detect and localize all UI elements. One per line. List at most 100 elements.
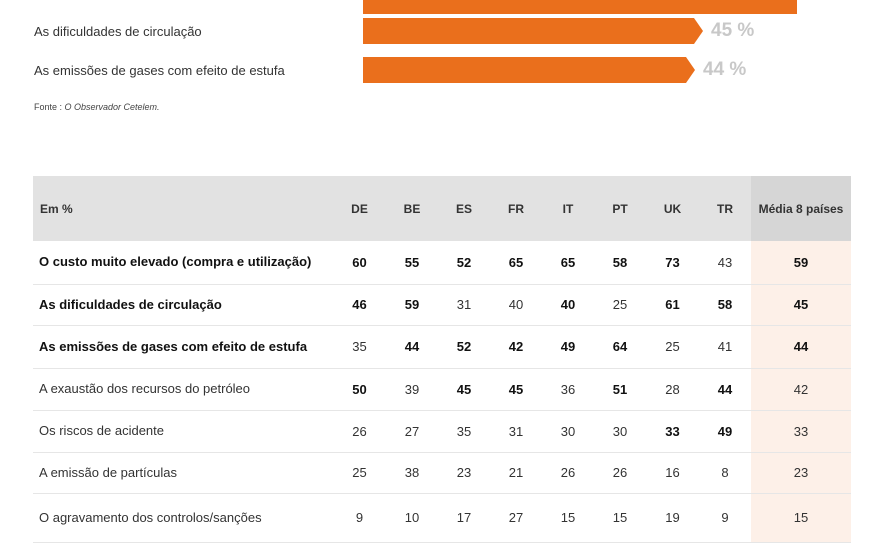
table-cell: 10	[386, 493, 438, 543]
column-header: DE	[333, 176, 386, 241]
data-table: Em % DE BE ES FR IT PT UK TR Média 8 países O cus…	[33, 176, 851, 543]
table-cell: 60	[333, 241, 386, 285]
table-cell: 51	[594, 368, 646, 411]
bar-label: As emissões de gases com efeito de estuf…	[34, 63, 285, 78]
table-cell: 33	[646, 410, 699, 453]
column-header: FR	[490, 176, 542, 241]
table-cell: 59	[386, 284, 438, 326]
table-row: As emissões de gases com efeito de estuf…	[33, 325, 851, 369]
table-cell: 45	[438, 368, 490, 411]
column-header: ES	[438, 176, 490, 241]
table-cell: 31	[490, 410, 542, 453]
row-label: O agravamento dos controlos/sanções	[33, 493, 333, 543]
table-cell: 49	[699, 410, 751, 453]
table-row: O custo muito elevado (compra e utilizaç…	[33, 241, 851, 285]
table-cell: 52	[438, 325, 490, 369]
row-label: As emissões de gases com efeito de estuf…	[33, 325, 333, 369]
table-cell: 8	[699, 452, 751, 494]
table-cell: 33	[751, 410, 851, 453]
table-cell: 27	[490, 493, 542, 543]
table-header: Em % DE BE ES FR IT PT UK TR Média 8 países	[33, 176, 851, 241]
table-cell: 15	[594, 493, 646, 543]
row-label: O custo muito elevado (compra e utilizaç…	[33, 241, 333, 285]
table-cell: 35	[333, 325, 386, 369]
table-cell: 73	[646, 241, 699, 285]
column-header: Média 8 países	[751, 176, 851, 241]
table-cell: 16	[646, 452, 699, 494]
table-cell: 23	[751, 452, 851, 494]
column-header: BE	[386, 176, 438, 241]
table-cell: 40	[542, 284, 594, 326]
table-cell: 58	[594, 241, 646, 285]
table-cell: 25	[594, 284, 646, 326]
table-row: As dificuldades de circulação 46 59 31 40 40 2…	[33, 284, 851, 326]
table-cell: 39	[386, 368, 438, 411]
bar-value-label: 44 %	[703, 59, 747, 80]
table-row: Os riscos de acidente 26 27 35 31 30 30 33 49 33	[33, 410, 851, 453]
table-cell: 26	[333, 410, 386, 453]
table-cell: 42	[490, 325, 542, 369]
table-cell: 41	[699, 325, 751, 369]
table-cell: 17	[438, 493, 490, 543]
table-cell: 58	[699, 284, 751, 326]
table-cell: 65	[542, 241, 594, 285]
bar	[363, 0, 797, 14]
table-cell: 9	[699, 493, 751, 543]
table-cell: 35	[438, 410, 490, 453]
table-cell: 30	[594, 410, 646, 453]
row-label: Os riscos de acidente	[33, 410, 333, 453]
table-cell: 65	[490, 241, 542, 285]
table-cell: 25	[646, 325, 699, 369]
table-cell: 28	[646, 368, 699, 411]
table-row: A exaustão dos recursos do petróleo 50 39 4…	[33, 368, 851, 411]
table-cell: 27	[386, 410, 438, 453]
table-cell: 64	[594, 325, 646, 369]
table-cell: 55	[386, 241, 438, 285]
table-cell: 44	[386, 325, 438, 369]
table-cell: 25	[333, 452, 386, 494]
bar-label: As dificuldades de circulação	[34, 24, 202, 39]
table-cell: 43	[699, 241, 751, 285]
bar-arrow	[686, 57, 695, 83]
table-row: A emissão de partículas 25 38 23 21 26 26 16 8 23	[33, 452, 851, 494]
table-cell: 40	[490, 284, 542, 326]
column-header: IT	[542, 176, 594, 241]
table-cell: 31	[438, 284, 490, 326]
table-cell: 59	[751, 241, 851, 285]
table-cell: 52	[438, 241, 490, 285]
table-cell: 45	[490, 368, 542, 411]
table-cell: 46	[333, 284, 386, 326]
table-cell: 44	[751, 325, 851, 369]
table-cell: 30	[542, 410, 594, 453]
table-cell: 42	[751, 368, 851, 411]
column-header: UK	[646, 176, 699, 241]
table-cell: 38	[386, 452, 438, 494]
bar	[363, 18, 694, 44]
table-cell: 45	[751, 284, 851, 326]
bar-arrow	[694, 18, 703, 44]
bar-chart: As dificuldades de circulação 45 % As emis…	[0, 0, 884, 100]
source-note: Fonte : O Observador Cetelem.	[34, 102, 160, 112]
table-row: O agravamento dos controlos/sanções 9 10 17…	[33, 493, 851, 543]
row-label: A exaustão dos recursos do petróleo	[33, 368, 333, 411]
table-cell: 26	[594, 452, 646, 494]
table-cell: 15	[751, 493, 851, 543]
table-cell: 23	[438, 452, 490, 494]
table-cell: 9	[333, 493, 386, 543]
source-name: O Observador Cetelem.	[64, 102, 160, 112]
bar-value-label: 45 %	[711, 20, 755, 41]
column-header: TR	[699, 176, 751, 241]
column-header: PT	[594, 176, 646, 241]
row-label: A emissão de partículas	[33, 452, 333, 494]
source-prefix: Fonte :	[34, 102, 65, 112]
row-label: As dificuldades de circulação	[33, 284, 333, 326]
table-cell: 36	[542, 368, 594, 411]
table-cell: 15	[542, 493, 594, 543]
table-cell: 21	[490, 452, 542, 494]
table-cell: 44	[699, 368, 751, 411]
table-cell: 61	[646, 284, 699, 326]
table-cell: 19	[646, 493, 699, 543]
table-cell: 26	[542, 452, 594, 494]
table-cell: 49	[542, 325, 594, 369]
bar	[363, 57, 686, 83]
